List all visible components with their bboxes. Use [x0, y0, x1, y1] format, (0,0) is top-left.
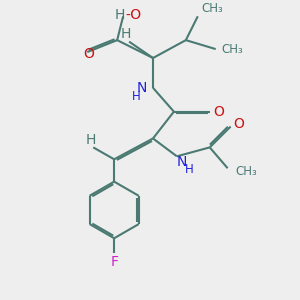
- Text: CH₃: CH₃: [222, 43, 243, 56]
- Text: CH₃: CH₃: [235, 165, 257, 178]
- Text: CH₃: CH₃: [201, 2, 223, 15]
- Text: -O: -O: [125, 8, 142, 22]
- Text: O: O: [83, 47, 94, 61]
- Text: H: H: [114, 8, 125, 22]
- Text: N: N: [136, 81, 147, 95]
- Text: H: H: [185, 163, 194, 176]
- Text: O: O: [213, 105, 224, 118]
- Text: H: H: [121, 27, 131, 41]
- Text: F: F: [110, 255, 118, 269]
- Text: H: H: [132, 90, 141, 103]
- Text: O: O: [233, 117, 244, 131]
- Text: H: H: [86, 133, 96, 147]
- Text: N: N: [176, 155, 187, 169]
